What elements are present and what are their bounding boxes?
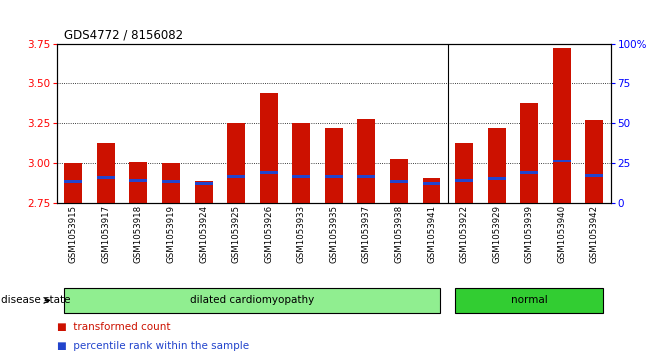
Bar bbox=[520, 103, 538, 203]
Text: normal: normal bbox=[511, 295, 548, 305]
Bar bbox=[585, 174, 603, 177]
Bar bbox=[64, 288, 440, 313]
Bar bbox=[553, 159, 571, 162]
Bar bbox=[325, 175, 343, 178]
Bar bbox=[488, 128, 505, 203]
Bar bbox=[162, 163, 180, 203]
Bar bbox=[553, 48, 571, 203]
Bar bbox=[488, 177, 505, 180]
Bar bbox=[423, 182, 440, 185]
Text: ■  transformed count: ■ transformed count bbox=[57, 322, 170, 332]
Bar bbox=[455, 288, 603, 313]
Bar bbox=[358, 119, 375, 203]
Text: ■  percentile rank within the sample: ■ percentile rank within the sample bbox=[57, 341, 249, 351]
Bar bbox=[325, 128, 343, 203]
Bar bbox=[64, 180, 83, 183]
Bar bbox=[260, 171, 278, 174]
Text: dilated cardiomyopathy: dilated cardiomyopathy bbox=[191, 295, 315, 305]
Bar bbox=[97, 176, 115, 179]
Bar bbox=[358, 175, 375, 178]
Bar bbox=[130, 162, 148, 203]
Bar bbox=[195, 181, 213, 203]
Bar bbox=[162, 180, 180, 183]
Bar bbox=[520, 171, 538, 174]
Bar bbox=[227, 123, 245, 203]
Bar bbox=[64, 163, 83, 203]
Bar bbox=[130, 179, 148, 182]
Bar bbox=[390, 159, 408, 203]
Bar bbox=[293, 123, 310, 203]
Text: disease state: disease state bbox=[1, 295, 70, 305]
Bar bbox=[390, 180, 408, 183]
Bar bbox=[195, 182, 213, 185]
Bar bbox=[455, 179, 473, 182]
Bar bbox=[260, 93, 278, 203]
Bar bbox=[455, 143, 473, 203]
Bar bbox=[293, 175, 310, 178]
Text: GDS4772 / 8156082: GDS4772 / 8156082 bbox=[64, 29, 183, 42]
Bar bbox=[227, 175, 245, 178]
Bar bbox=[585, 120, 603, 203]
Bar bbox=[97, 143, 115, 203]
Bar bbox=[423, 178, 440, 203]
